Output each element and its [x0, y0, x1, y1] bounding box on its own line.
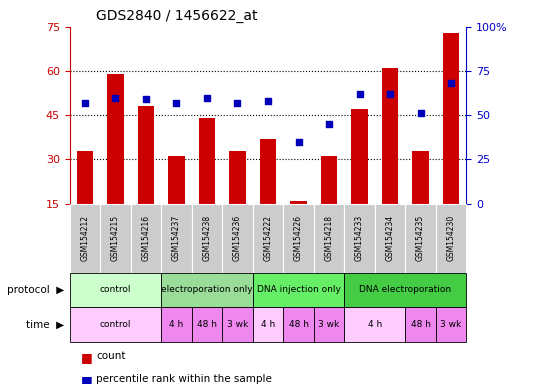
Point — [111, 94, 120, 101]
Bar — [290, 200, 307, 204]
Bar — [70, 307, 161, 342]
Text: 3 wk: 3 wk — [441, 320, 461, 329]
Bar — [77, 151, 93, 204]
Point — [416, 110, 425, 116]
Point — [203, 94, 211, 101]
Text: 48 h: 48 h — [197, 320, 217, 329]
Text: 4 h: 4 h — [261, 320, 275, 329]
Text: count: count — [96, 351, 126, 361]
Text: GSM154215: GSM154215 — [111, 215, 120, 261]
Text: 3 wk: 3 wk — [318, 320, 340, 329]
Bar — [412, 151, 429, 204]
Bar — [283, 204, 314, 273]
Text: time  ▶: time ▶ — [26, 319, 64, 329]
Bar — [375, 204, 405, 273]
Text: GDS2840 / 1456622_at: GDS2840 / 1456622_at — [96, 9, 258, 23]
Bar — [229, 151, 246, 204]
Text: DNA injection only: DNA injection only — [257, 285, 340, 295]
Text: 48 h: 48 h — [288, 320, 309, 329]
Text: 48 h: 48 h — [411, 320, 430, 329]
Text: GSM154218: GSM154218 — [324, 215, 333, 261]
Bar — [443, 33, 459, 204]
Point — [325, 121, 333, 127]
Point — [172, 100, 181, 106]
Point — [264, 98, 272, 104]
Text: GSM154235: GSM154235 — [416, 215, 425, 261]
Bar — [344, 204, 375, 273]
Text: GSM154237: GSM154237 — [172, 215, 181, 261]
Bar — [70, 204, 100, 273]
Text: GSM154230: GSM154230 — [446, 215, 456, 261]
Text: ■: ■ — [80, 351, 92, 364]
Bar — [253, 204, 283, 273]
Bar — [351, 109, 368, 204]
Bar — [131, 204, 161, 273]
Text: control: control — [100, 320, 131, 329]
Point — [447, 80, 456, 86]
Bar — [138, 106, 154, 204]
Text: protocol  ▶: protocol ▶ — [7, 285, 64, 295]
Text: GSM154236: GSM154236 — [233, 215, 242, 261]
Text: control: control — [100, 285, 131, 295]
Point — [142, 96, 150, 103]
Text: GSM154222: GSM154222 — [264, 215, 272, 261]
Text: DNA electroporation: DNA electroporation — [359, 285, 451, 295]
Bar — [314, 204, 344, 273]
Bar — [192, 307, 222, 342]
Text: GSM154234: GSM154234 — [385, 215, 394, 261]
Text: GSM154226: GSM154226 — [294, 215, 303, 261]
Point — [294, 139, 303, 145]
Bar — [405, 307, 436, 342]
Bar — [168, 156, 185, 204]
Bar — [161, 307, 192, 342]
Bar — [107, 74, 124, 204]
Bar — [222, 307, 253, 342]
Bar — [253, 307, 283, 342]
Text: 4 h: 4 h — [368, 320, 382, 329]
Bar — [321, 156, 338, 204]
Bar — [100, 204, 131, 273]
Bar — [344, 273, 466, 307]
Text: GSM154216: GSM154216 — [142, 215, 151, 261]
Text: 4 h: 4 h — [169, 320, 184, 329]
Text: ■: ■ — [80, 374, 92, 384]
Bar — [436, 307, 466, 342]
Text: GSM154238: GSM154238 — [203, 215, 212, 261]
Bar — [283, 307, 314, 342]
Text: percentile rank within the sample: percentile rank within the sample — [96, 374, 272, 384]
Bar — [259, 139, 277, 204]
Bar — [314, 307, 344, 342]
Text: GSM154212: GSM154212 — [80, 215, 90, 261]
Bar — [161, 204, 192, 273]
Bar — [344, 307, 405, 342]
Point — [80, 100, 89, 106]
Point — [233, 100, 242, 106]
Bar — [382, 68, 398, 204]
Text: electroporation only: electroporation only — [161, 285, 253, 295]
Text: 3 wk: 3 wk — [227, 320, 248, 329]
Bar — [436, 204, 466, 273]
Bar — [405, 204, 436, 273]
Point — [355, 91, 364, 97]
Bar — [199, 118, 215, 204]
Text: GSM154233: GSM154233 — [355, 215, 364, 261]
Bar — [253, 273, 344, 307]
Point — [386, 91, 394, 97]
Bar — [222, 204, 253, 273]
Bar — [161, 273, 253, 307]
Bar — [192, 204, 222, 273]
Bar — [70, 273, 161, 307]
